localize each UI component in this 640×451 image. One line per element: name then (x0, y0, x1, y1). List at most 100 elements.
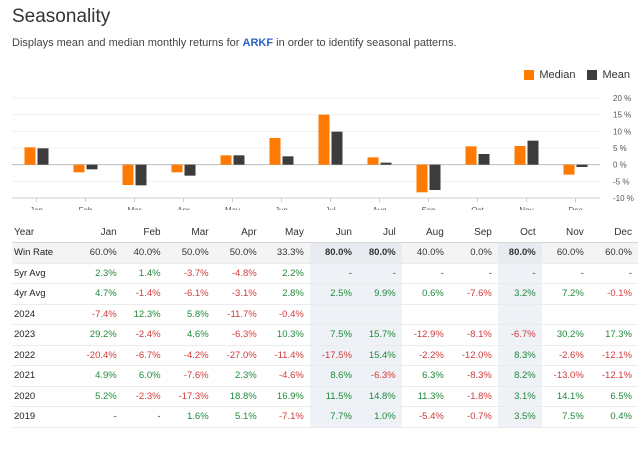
table-cell: 15.4% (357, 345, 402, 366)
mean-bar-jun[interactable] (282, 156, 294, 165)
x-tick-label-feb: Feb (79, 206, 93, 210)
table-cell: 0.6% (401, 283, 450, 305)
mean-bar-aug[interactable] (380, 162, 392, 165)
table-cell: - (357, 263, 402, 284)
table-cell: - (497, 263, 542, 284)
row-label: 5yr Avg (12, 263, 75, 284)
median-bar-aug[interactable] (367, 157, 379, 165)
column-header-year: Year (12, 222, 75, 243)
row-label: 2023 (12, 324, 75, 346)
table-cell: 2.5% (309, 283, 358, 305)
table-cell (357, 304, 402, 325)
median-bar-jul[interactable] (318, 114, 330, 165)
table-cell: -6.7% (497, 324, 542, 346)
table-cell: -5.4% (401, 406, 450, 428)
table-cell: 30.2% (541, 324, 590, 346)
table-cell: -3.7% (166, 263, 215, 284)
median-bar-sep[interactable] (416, 164, 428, 193)
table-cell: - (449, 263, 498, 284)
table-cell: -7.1% (262, 406, 310, 428)
table-row: 2022 -20.4% -6.7% -4.2% -27.0% -11.4% -17.5% 15… (12, 345, 638, 366)
mean-bar-mar[interactable] (135, 164, 147, 186)
table-cell: 80.0% (309, 242, 358, 264)
table-row: 2023 29.2% -2.4% 4.6% -6.3% 10.3% 7.5% 15.7% -12… (12, 324, 638, 346)
table-cell: 1.6% (166, 406, 215, 428)
table-cell: 7.5% (541, 406, 590, 428)
median-bar-mar[interactable] (122, 164, 134, 185)
column-header-jun: Jun (309, 222, 358, 243)
table-cell: 60.0% (589, 242, 638, 264)
median-bar-jun[interactable] (269, 138, 281, 165)
table-cell: 2.8% (262, 283, 310, 305)
table-cell: -27.0% (214, 345, 263, 366)
table-cell (449, 304, 498, 325)
chart-legend: Median Mean (524, 69, 630, 81)
mean-bar-sep[interactable] (429, 164, 441, 190)
y-tick-label: -5 % (613, 177, 629, 186)
legend-item-median[interactable]: Median (524, 69, 575, 81)
table-row: 2021 4.9% 6.0% -7.6% 2.3% -4.6% 8.6% -6.3% 6.3% -… (12, 365, 638, 387)
table-cell: -7.6% (166, 365, 215, 387)
seasonality-bar-chart: -10 % -5 % 0 % 5 % 10 % 15 % 20 % Jan Feb Mar Apr M… (12, 94, 634, 210)
mean-bar-jul[interactable] (331, 131, 343, 165)
table-cell: 14.1% (541, 386, 590, 407)
table-cell: 29.2% (74, 324, 123, 346)
table-cell: 15.7% (357, 324, 402, 346)
median-bar-apr[interactable] (171, 164, 183, 173)
median-bar-dec[interactable] (563, 164, 575, 175)
x-tick-label-mar: Mar (128, 206, 142, 210)
x-tick-label-dec: Dec (568, 206, 582, 210)
table-cell: -4.2% (166, 345, 215, 366)
table-cell: 6.0% (122, 365, 167, 387)
row-label: 2019 (12, 406, 75, 428)
median-bar-feb[interactable] (73, 164, 85, 173)
table-cell: 9.9% (357, 283, 402, 305)
legend-item-mean[interactable]: Mean (587, 69, 630, 81)
mean-bar-may[interactable] (233, 155, 245, 165)
table-cell: -2.3% (122, 386, 167, 407)
mean-bar-apr[interactable] (184, 164, 196, 176)
table-cell: -1.4% (122, 283, 167, 305)
ticker-link[interactable]: ARKF (242, 37, 274, 49)
table-cell: 4.7% (74, 283, 123, 305)
table-cell: 8.3% (497, 345, 542, 366)
mean-bar-nov[interactable] (527, 140, 539, 165)
median-bar-may[interactable] (220, 155, 232, 165)
y-tick-label: 5 % (613, 144, 627, 153)
mean-bar-jan[interactable] (37, 148, 49, 165)
median-bar-oct[interactable] (465, 146, 477, 165)
table-cell: -3.1% (214, 283, 263, 305)
mean-bar-feb[interactable] (86, 164, 98, 170)
mean-bar-dec[interactable] (576, 164, 588, 167)
column-header-oct: Oct (497, 222, 542, 243)
x-tick-label-jan: Jan (30, 206, 43, 210)
table-cell: 7.5% (309, 324, 358, 346)
table-cell: -13.0% (541, 365, 590, 387)
row-label: 2021 (12, 365, 75, 387)
table-cell: -8.1% (449, 324, 498, 346)
median-bar-jan[interactable] (24, 147, 36, 165)
table-cell: 3.1% (497, 386, 542, 407)
x-tick-label-sep: Sep (421, 206, 436, 210)
table-cell: 1.0% (357, 406, 402, 428)
table-cell: 2.2% (262, 263, 310, 284)
table-cell: 4.9% (74, 365, 123, 387)
page-title: Seasonality (12, 6, 111, 27)
median-bar-nov[interactable] (514, 146, 526, 165)
table-cell: - (309, 263, 358, 284)
table-cell: -20.4% (74, 345, 123, 366)
table-cell: -12.0% (449, 345, 498, 366)
table-cell: - (401, 263, 450, 284)
table-cell: 5.8% (166, 304, 215, 325)
table-cell: -17.3% (166, 386, 215, 407)
y-tick-label: 15 % (613, 111, 631, 120)
table-cell: -7.6% (449, 283, 498, 305)
table-cell: -4.6% (262, 365, 310, 387)
table-cell: -2.2% (401, 345, 450, 366)
x-tick-label-oct: Oct (471, 206, 484, 210)
mean-bar-oct[interactable] (478, 154, 490, 165)
column-header-mar: Mar (166, 222, 215, 243)
table-cell: -11.4% (262, 345, 310, 366)
y-tick-label: 10 % (613, 127, 631, 136)
x-tick-label-may: May (225, 206, 240, 210)
